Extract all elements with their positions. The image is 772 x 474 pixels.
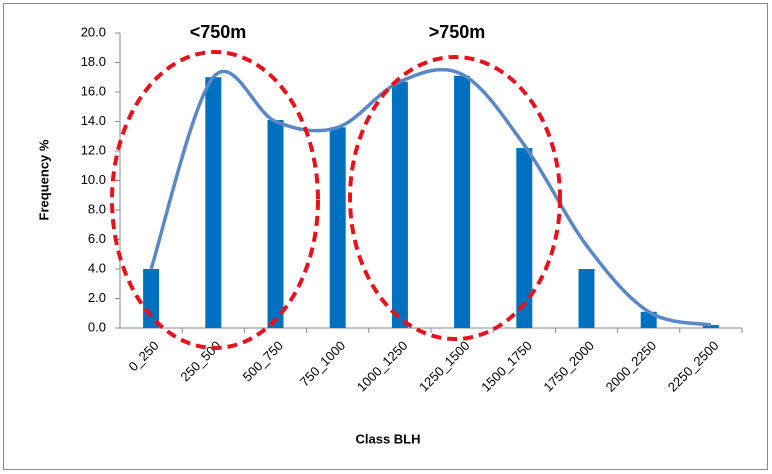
y-tick-label: 2.0 — [88, 290, 106, 305]
y-tick-label: 20.0 — [81, 24, 106, 39]
bar — [702, 325, 719, 328]
y-tick-label: 10.0 — [81, 172, 106, 187]
y-tick-label: 6.0 — [88, 231, 106, 246]
bar — [329, 127, 346, 329]
bar — [578, 269, 595, 328]
y-tick-label: 4.0 — [88, 260, 106, 275]
bar — [205, 77, 222, 328]
trend-line — [149, 67, 712, 327]
bar — [391, 81, 408, 328]
y-tick-label: 14.0 — [81, 113, 106, 128]
y-tick-label: 18.0 — [81, 54, 106, 69]
annotation: >750m — [429, 22, 486, 42]
y-axis-label: Frequency % — [36, 139, 51, 220]
annotation: <750m — [190, 22, 247, 42]
x-axis-label: Class BLH — [355, 431, 420, 446]
highlight-ellipse — [110, 50, 320, 350]
bar — [516, 148, 533, 328]
chart-border — [3, 3, 768, 470]
bar — [143, 269, 160, 328]
y-tick-label: 0.0 — [88, 319, 106, 334]
bar — [267, 120, 284, 329]
bar — [454, 75, 471, 329]
y-tick-label: 12.0 — [81, 142, 106, 157]
y-tick-label: 8.0 — [88, 201, 106, 216]
y-tick-label: 16.0 — [81, 83, 106, 98]
highlight-ellipse — [348, 55, 562, 341]
